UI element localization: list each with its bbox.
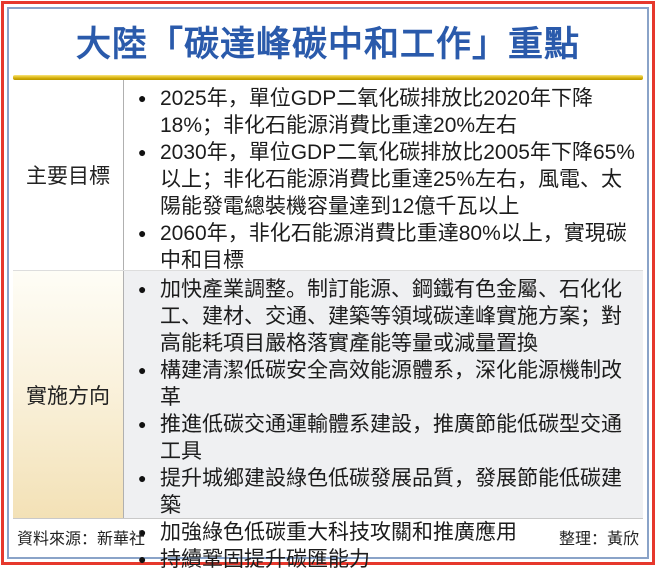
bullet-icon: ● (138, 416, 147, 432)
header: 大陸「碳達峰碳中和工作」重點 (13, 9, 643, 73)
bullet-icon: ● (138, 225, 147, 241)
bullet-icon: ● (138, 90, 147, 106)
page-title: 大陸「碳達峰碳中和工作」重點 (75, 24, 580, 64)
list-item: ● 加強綠色低碳重大科技攻關和推廣應用 (138, 519, 639, 546)
bullet-text: 2025年，單位GDP二氧化碳排放比2020年下降18%；非化石能源消費比重達2… (160, 87, 593, 137)
bullet-icon: ● (138, 362, 147, 378)
bullet-icon: ● (138, 470, 147, 486)
list-item: ● 推進低碳交通運輸體系建設，推廣節能低碳型交通工具 (138, 411, 639, 465)
list-item: ● 加快產業調整。制訂能源、鋼鐵有色金屬、石化化工、建材、交通、建築等領域碳達峰… (138, 276, 639, 357)
bullet-icon: ● (138, 281, 147, 297)
footer: 資料來源：新華社 整理：黃欣 (13, 519, 643, 557)
editor-credit: 整理：黃欣 (558, 531, 639, 548)
list-item: ● 持續鞏固提升碳匯能力 (138, 546, 639, 573)
goals-bullet-list: ● 2025年，單位GDP二氧化碳排放比2020年下降18%；非化石能源消費比重… (138, 85, 639, 274)
bullet-icon: ● (138, 144, 147, 160)
bullet-icon: ● (138, 524, 147, 540)
source-credit: 資料來源：新華社 (17, 531, 146, 548)
list-item: ● 提升城鄉建設綠色低碳發展品質，發展節能低碳建築 (138, 465, 639, 519)
list-item: ● 2025年，單位GDP二氧化碳排放比2020年下降18%；非化石能源消費比重… (138, 85, 639, 139)
gold-divider-rule (13, 75, 643, 80)
bullet-text: 加強綠色低碳重大科技攻關和推廣應用 (160, 521, 517, 544)
list-item: ● 2030年，單位GDP二氧化碳排放比2005年下降65%以上；非化石能源消費… (138, 139, 639, 220)
implementation-bullet-list: ● 加快產業調整。制訂能源、鋼鐵有色金屬、石化化工、建材、交通、建築等領域碳達峰… (138, 276, 639, 573)
bullet-text: 提升城鄉建設綠色低碳發展品質，發展節能低碳建築 (160, 467, 622, 517)
bullet-text: 構建清潔低碳安全高效能源體系，深化能源機制改革 (160, 359, 622, 409)
bullet-text: 持續鞏固提升碳匯能力 (160, 548, 370, 571)
row-content-main-goals: ● 2025年，單位GDP二氧化碳排放比2020年下降18%；非化石能源消費比重… (123, 80, 643, 272)
table-row-main-goals: 主要目標 ● 2025年，單位GDP二氧化碳排放比2020年下降18%；非化石能… (13, 80, 643, 272)
bullet-text: 加快產業調整。制訂能源、鋼鐵有色金屬、石化化工、建材、交通、建築等領域碳達峰實施… (160, 278, 622, 355)
bullet-text: 2030年，單位GDP二氧化碳排放比2005年下降65%以上；非化石能源消費比重… (160, 141, 635, 218)
row-content-implementation: ● 加快產業調整。制訂能源、鋼鐵有色金屬、石化化工、建材、交通、建築等領域碳達峰… (123, 271, 643, 571)
key-points-table: 主要目標 ● 2025年，單位GDP二氧化碳排放比2020年下降18%；非化石能… (13, 80, 643, 571)
list-item: ● 2060年，非化石能源消費比重達80%以上，實現碳中和目標 (138, 220, 639, 274)
bullet-icon: ● (138, 551, 147, 567)
inner-blue-frame: 大陸「碳達峰碳中和工作」重點 主要目標 ● 2025年，單位GDP二氧化碳排放比… (7, 7, 649, 571)
row-label-implementation: 實施方向 (13, 271, 123, 518)
list-item: ● 構建清潔低碳安全高效能源體系，深化能源機制改革 (138, 357, 639, 411)
table-row-implementation: 實施方向 ● 加快產業調整。制訂能源、鋼鐵有色金屬、石化化工、建材、交通、建築等… (13, 270, 643, 571)
row-label-main-goals: 主要目標 (26, 165, 110, 188)
bullet-text: 推進低碳交通運輸體系建設，推廣節能低碳型交通工具 (160, 413, 622, 463)
bullet-text: 2060年，非化石能源消費比重達80%以上，實現碳中和目標 (160, 222, 627, 272)
